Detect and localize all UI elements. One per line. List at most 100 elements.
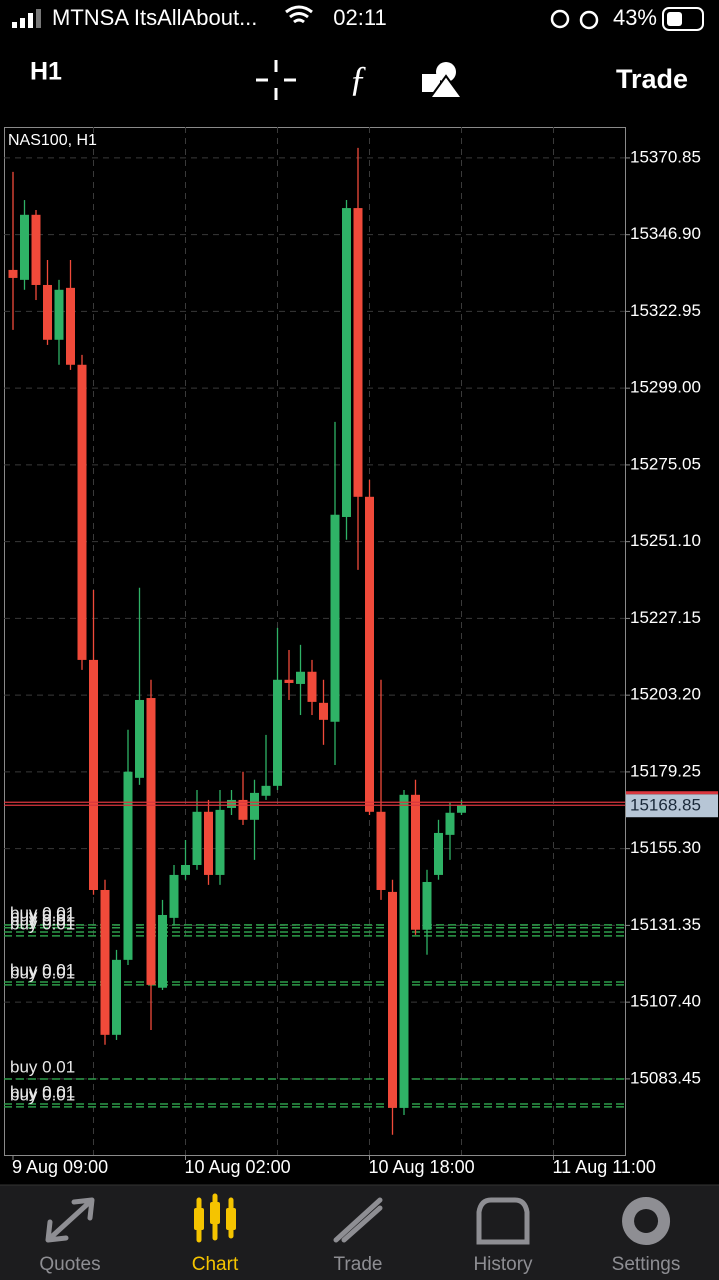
timeframe-button[interactable]: H1 xyxy=(30,58,62,86)
tabs: Quotes Chart Trade History Settings xyxy=(39,1193,681,1275)
candle-body xyxy=(215,809,225,875)
tab-label: Trade xyxy=(334,1254,383,1275)
tab-icon xyxy=(196,1193,234,1243)
square-shape xyxy=(422,74,440,92)
battery-level xyxy=(667,12,682,26)
tab-label: Quotes xyxy=(39,1254,100,1275)
last-price-marker xyxy=(626,791,718,795)
candle-body xyxy=(66,287,75,365)
candle-body xyxy=(319,702,328,720)
y-tick-label: 15179.25 xyxy=(630,761,701,780)
trade-button[interactable]: Trade xyxy=(616,64,688,94)
candle-body xyxy=(123,771,133,960)
candle-body xyxy=(250,792,259,820)
y-tick-label: 15203.20 xyxy=(630,685,701,704)
signal-bar xyxy=(28,13,33,28)
plot-frame xyxy=(4,127,626,1156)
x-tick-label: 11 Aug 11:00 xyxy=(553,1157,656,1177)
battery-percent: 43% xyxy=(613,5,657,30)
triangle-shape xyxy=(428,74,464,99)
candle-body xyxy=(307,671,317,702)
candle-body xyxy=(54,289,64,340)
order-label: buy 0.01 xyxy=(10,1083,75,1102)
tab-label: Settings xyxy=(612,1254,681,1275)
y-tick-label: 15299.00 xyxy=(630,378,701,397)
toolbar: H1 ƒ Trade xyxy=(30,58,688,100)
candle-body xyxy=(411,794,420,930)
candle-body xyxy=(296,671,305,684)
y-tick-label: 15322.95 xyxy=(630,301,701,320)
objects-button[interactable] xyxy=(422,62,464,99)
tab[interactable]: Trade xyxy=(333,1197,383,1275)
wifi-icon xyxy=(285,5,313,24)
crosshair-button[interactable] xyxy=(256,60,296,100)
candle-body xyxy=(273,679,282,786)
candle-body xyxy=(365,496,374,812)
battery-icon xyxy=(662,7,704,31)
candle-body xyxy=(181,864,190,875)
candle-body xyxy=(89,659,98,890)
candle-body xyxy=(204,811,213,875)
order-label: buy 0.01 xyxy=(10,1058,75,1077)
crosshair-icon xyxy=(256,60,296,100)
order-label: buy 0.01 xyxy=(10,914,75,933)
candle-body xyxy=(135,699,144,778)
tab-icon xyxy=(476,1197,530,1245)
tab-icon xyxy=(333,1197,383,1243)
status-bar: MTNSA ItsAllAbout... 02:11 43% xyxy=(12,5,704,31)
y-tick-label: 15155.30 xyxy=(630,838,701,857)
tab-bar xyxy=(0,1185,719,1280)
order-label: buy 0.01 xyxy=(10,910,75,929)
tab-icon xyxy=(45,1197,95,1243)
carrier: MTNSA ItsAllAbout... xyxy=(52,5,257,30)
y-tick-label: 15370.85 xyxy=(630,147,701,166)
clock: 02:11 xyxy=(333,5,386,30)
x-tick-label: 10 Aug 02:00 xyxy=(185,1157,291,1177)
x-tick-label: 9 Aug 09:00 xyxy=(12,1157,108,1177)
candle-body xyxy=(445,812,455,835)
order-label: buy 0.01 xyxy=(10,906,75,925)
indicators-icon[interactable]: ƒ xyxy=(349,58,367,98)
order-label: buy 0.01 xyxy=(10,960,75,979)
signal-bar xyxy=(20,18,25,28)
candle-body xyxy=(77,364,87,660)
candle-body xyxy=(227,799,236,808)
tab[interactable]: History xyxy=(473,1197,533,1275)
tab-label: History xyxy=(473,1254,533,1275)
circle-shape xyxy=(436,62,456,82)
order-label: buy 0.01 xyxy=(10,1085,75,1104)
candle-body xyxy=(457,805,466,813)
last-price-box xyxy=(626,794,718,818)
y-tick-label: 15083.45 xyxy=(630,1068,701,1087)
x-tick-label: 10 Aug 18:00 xyxy=(369,1157,475,1177)
candle-body xyxy=(146,698,156,985)
y-tick-label: 15131.35 xyxy=(630,915,701,934)
candle-body xyxy=(31,214,41,285)
alarm-icon xyxy=(579,10,599,30)
candle-body xyxy=(399,794,409,1108)
signal-bar xyxy=(36,9,41,28)
candle-body xyxy=(238,799,248,820)
order-label: buy 0.01 xyxy=(10,903,75,922)
tab-icon xyxy=(622,1197,671,1245)
candle-body xyxy=(158,914,167,988)
lock-icon xyxy=(550,9,570,29)
candle-body xyxy=(8,269,18,278)
tab[interactable]: Quotes xyxy=(39,1197,101,1275)
candle-body xyxy=(20,214,29,280)
candle-body xyxy=(112,959,121,1035)
candle-body xyxy=(284,679,294,683)
y-tick-label: 15346.90 xyxy=(630,224,701,243)
candle-body xyxy=(342,208,351,517)
y-tick-label: 15251.10 xyxy=(630,531,701,550)
tab[interactable]: Chart xyxy=(192,1193,239,1275)
y-tick-label: 15275.05 xyxy=(630,454,701,473)
order-label: buy 0.01 xyxy=(10,963,75,982)
candle-body xyxy=(376,811,386,890)
candle-body xyxy=(43,284,52,340)
tab[interactable]: Settings xyxy=(612,1197,681,1275)
candle-body xyxy=(261,785,271,796)
